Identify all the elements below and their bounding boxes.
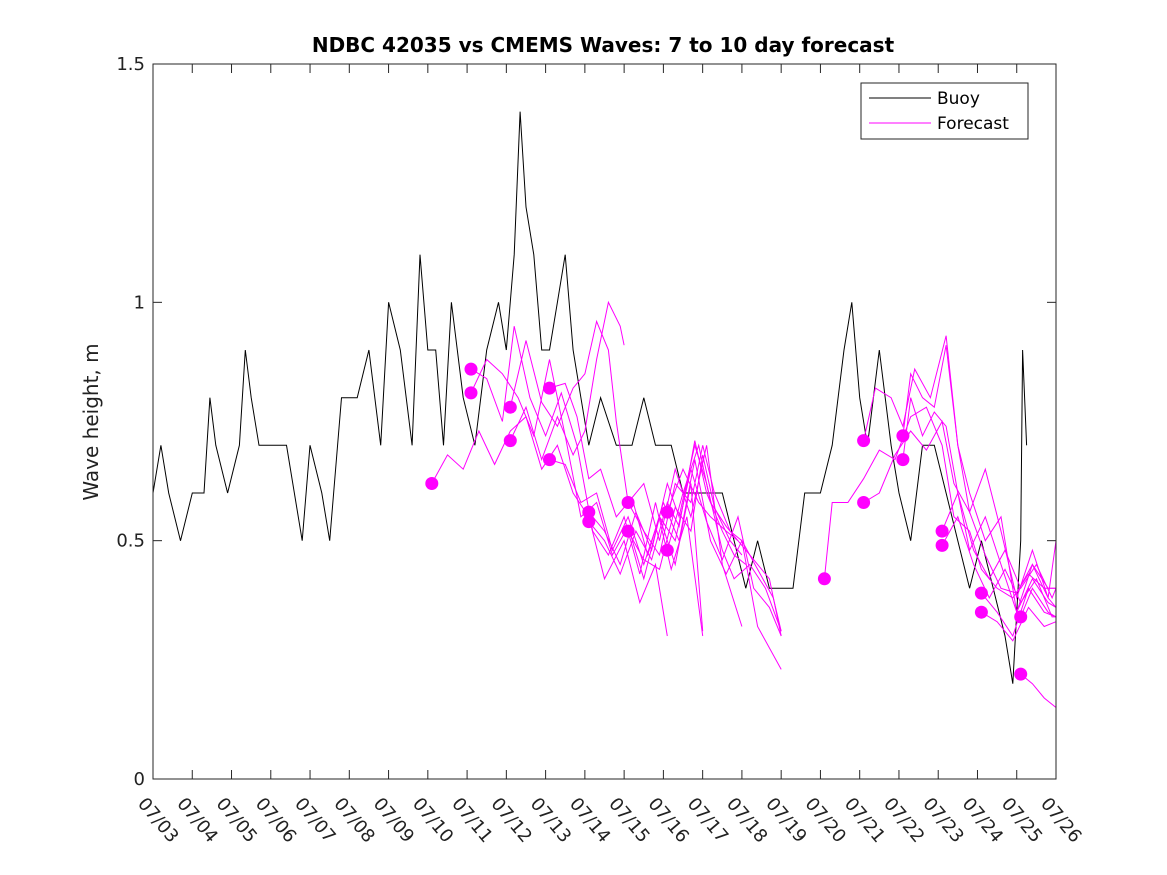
legend-forecast-label: Forecast	[937, 114, 1009, 134]
forecast-start-marker	[1014, 610, 1028, 624]
forecast-start-marker	[935, 524, 949, 538]
plot-frame	[152, 63, 1057, 780]
forecast-line	[1020, 587, 1057, 618]
legend-box	[860, 82, 1029, 140]
forecast-start-marker	[896, 453, 910, 467]
forecast-line	[902, 345, 1057, 600]
y-tick-label: 1	[134, 292, 145, 313]
forecast-line	[902, 397, 1057, 614]
y-tick-label: 0	[134, 769, 145, 790]
forecast-line	[509, 319, 743, 627]
forecast-line	[863, 420, 1056, 594]
forecast-start-marker	[582, 515, 596, 529]
forecast-start-marker	[503, 400, 517, 414]
y-tick-label: 1.5	[116, 54, 145, 75]
forecast-line	[666, 467, 782, 637]
forecast-start-marker	[582, 505, 596, 519]
forecast-start-marker	[935, 538, 949, 552]
forecast-line	[1020, 673, 1057, 708]
y-tick-label: 0.5	[116, 531, 145, 552]
forecast-start-marker	[1014, 667, 1028, 681]
forecast-start-marker	[464, 386, 478, 400]
forecast-line	[941, 491, 1057, 600]
forecast-start-marker	[660, 543, 674, 557]
forecast-start-marker	[621, 524, 635, 538]
forecast-start-marker	[464, 362, 478, 376]
plot-area	[153, 64, 1056, 779]
forecast-start-marker	[425, 477, 439, 490]
forecast-start-marker	[896, 429, 910, 443]
forecast-start-marker	[857, 434, 871, 448]
forecast-start-marker	[543, 453, 556, 467]
forecast-start-marker	[974, 605, 988, 619]
buoy-line	[152, 111, 1028, 684]
y-axis-label: Wave height, m	[79, 343, 103, 500]
legend-buoy-label: Buoy	[937, 89, 980, 109]
forecast-start-marker	[974, 586, 988, 600]
forecast-line	[666, 443, 739, 551]
legend: Buoy Forecast	[860, 82, 1029, 140]
forecast-start-marker	[857, 496, 871, 509]
buoy-series	[152, 111, 1028, 684]
forecast-series	[425, 300, 1057, 708]
forecast-start-marker	[543, 381, 556, 395]
forecast-line	[549, 459, 782, 637]
forecast-line	[981, 606, 1057, 642]
forecast-start-marker	[503, 434, 517, 448]
forecast-start-marker	[621, 496, 635, 509]
chart-title: NDBC 42035 vs CMEMS Waves: 7 to 10 day f…	[312, 33, 895, 57]
forecast-start-marker	[660, 505, 674, 519]
forecast-start-marker	[817, 572, 831, 586]
forecast-line	[627, 445, 782, 632]
forecast-line	[941, 515, 1056, 618]
forecast-line	[509, 300, 625, 462]
